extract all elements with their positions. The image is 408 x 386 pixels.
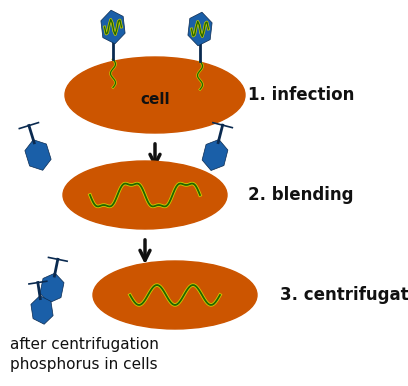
- Polygon shape: [101, 10, 125, 44]
- Polygon shape: [31, 296, 53, 324]
- Ellipse shape: [65, 57, 245, 133]
- Text: 1. infection: 1. infection: [248, 86, 355, 104]
- Polygon shape: [188, 12, 212, 46]
- Text: cell: cell: [140, 93, 170, 107]
- Ellipse shape: [63, 161, 227, 229]
- Polygon shape: [25, 140, 51, 170]
- Text: phosphorus in cells: phosphorus in cells: [10, 357, 157, 371]
- Text: 2. blending: 2. blending: [248, 186, 353, 204]
- Text: after centrifugation: after centrifugation: [10, 337, 159, 352]
- Polygon shape: [40, 273, 64, 303]
- Polygon shape: [202, 139, 228, 171]
- Ellipse shape: [93, 261, 257, 329]
- Text: 3. centrifugation: 3. centrifugation: [280, 286, 408, 304]
